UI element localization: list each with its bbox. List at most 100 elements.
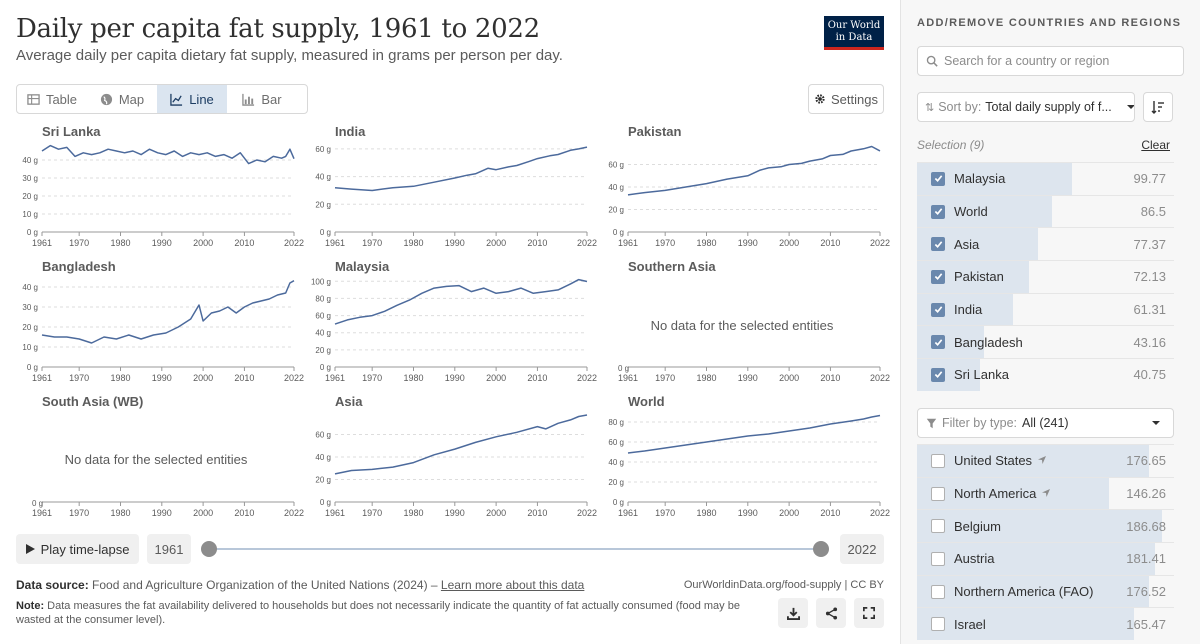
x-tick-label: 2010 xyxy=(820,508,840,518)
tab-bar[interactable]: Bar xyxy=(227,85,297,113)
download-button[interactable] xyxy=(778,598,808,628)
entity-row-pakistan[interactable]: Pakistan 72.13 xyxy=(917,260,1174,293)
checkbox[interactable] xyxy=(931,171,945,186)
tab-table[interactable]: Table xyxy=(17,85,87,113)
entity-row-world[interactable]: World 86.5 xyxy=(917,194,1174,228)
y-tick-label: 60 g xyxy=(315,145,331,154)
entity-name-text: Pakistan xyxy=(954,269,1004,285)
entity-row-belgium[interactable]: Belgium 186.68 xyxy=(917,509,1174,543)
panel-chart: 1961 1970 1980 1990 2000 2010 2022 0 g 10 g 20 g 3… xyxy=(22,144,304,248)
checkbox[interactable] xyxy=(931,617,945,632)
value-bar xyxy=(917,445,1149,477)
selector-heading: ADD/REMOVE COUNTRIES AND REGIONS xyxy=(917,17,1182,29)
share-button[interactable] xyxy=(816,598,846,628)
entity-row-austria[interactable]: Austria 181.41 xyxy=(917,542,1174,575)
x-tick-label: 1970 xyxy=(69,238,89,248)
series-line xyxy=(41,280,295,344)
entity-row-asia[interactable]: Asia 77.37 xyxy=(917,227,1174,261)
play-timelapse-button[interactable]: Play time-lapse xyxy=(16,534,139,564)
share-icon xyxy=(825,606,837,620)
entity-value: 40.75 xyxy=(1133,367,1166,383)
series-line xyxy=(41,144,295,165)
sort-by-select[interactable]: ⇅ Sort by: Total daily supply of f... xyxy=(917,92,1135,122)
entity-row-northern-america-fao[interactable]: Northern America (FAO) 176.52 xyxy=(917,574,1174,608)
checkbox[interactable] xyxy=(931,551,945,566)
chart-title: Daily per capita fat supply, 1961 to 202… xyxy=(16,14,540,44)
panel-south-asia-wb: 1961 1970 1980 1990 2000 2010 2022 0 g South Asi… xyxy=(16,394,304,522)
learn-more-link[interactable]: Learn more about this data xyxy=(440,578,585,592)
timeline-start-handle[interactable] xyxy=(201,541,217,557)
checkbox[interactable] xyxy=(931,453,945,468)
end-year[interactable]: 2022 xyxy=(840,534,884,564)
x-tick-label: 2010 xyxy=(820,373,840,383)
entity-row-bangladesh[interactable]: Bangladesh 43.16 xyxy=(917,325,1174,359)
timeline-end-handle[interactable] xyxy=(813,541,829,557)
timeline: Play time-lapse 1961 2022 xyxy=(16,534,884,564)
checkbox[interactable] xyxy=(931,335,945,350)
entity-value: 99.77 xyxy=(1133,171,1166,187)
start-year[interactable]: 1961 xyxy=(147,534,191,564)
tab-bar-label: Bar xyxy=(261,91,282,107)
owid-logo[interactable]: Our World in Data xyxy=(824,16,884,50)
checkbox[interactable] xyxy=(931,584,945,599)
entity-row-india[interactable]: India 61.31 xyxy=(917,292,1174,326)
y-tick-label: 10 g xyxy=(22,343,38,352)
entity-name-text: Sri Lanka xyxy=(954,367,1009,383)
checkbox[interactable] xyxy=(931,367,945,382)
x-tick-label: 2010 xyxy=(234,508,254,518)
entity-row-north-america[interactable]: North America 146.26 xyxy=(917,476,1174,510)
panel-bangladesh: 1961 1970 1980 1990 2000 2010 2022 0 g 10 g 20 g 3… xyxy=(16,259,304,387)
bar-chart-icon xyxy=(242,93,255,106)
settings-button[interactable]: Settings xyxy=(808,84,884,114)
tab-line[interactable]: Line xyxy=(157,85,227,113)
sort-direction-button[interactable] xyxy=(1143,92,1173,122)
value-bar xyxy=(917,359,981,391)
x-tick-label: 1970 xyxy=(362,238,382,248)
value-bar xyxy=(917,477,1109,510)
x-tick-label: 2000 xyxy=(779,373,799,383)
tab-map[interactable]: Map xyxy=(87,85,157,113)
checkbox[interactable] xyxy=(931,486,945,501)
x-tick-label: 2022 xyxy=(870,508,890,518)
checkbox[interactable] xyxy=(931,204,945,219)
entity-name: North America xyxy=(954,486,1051,501)
entity-row-israel[interactable]: Israel 165.47 xyxy=(917,607,1174,641)
value-bar xyxy=(917,510,1162,543)
panel-title: Asia xyxy=(335,394,363,409)
x-tick-label: 2022 xyxy=(284,508,304,518)
y-tick-label: 0 g xyxy=(613,498,624,507)
table-icon xyxy=(27,93,40,105)
checkbox[interactable] xyxy=(931,237,945,252)
fullscreen-button[interactable] xyxy=(854,598,884,628)
entity-row-malaysia[interactable]: Malaysia 99.77 xyxy=(917,162,1174,195)
x-tick-label: 1980 xyxy=(110,238,130,248)
y-tick-label: 0 g xyxy=(320,363,331,372)
value-bar xyxy=(917,608,1134,641)
source-text: Food and Agriculture Organization of the… xyxy=(92,578,441,592)
entity-row-sri-lanka[interactable]: Sri Lanka 40.75 xyxy=(917,358,1174,391)
filter-type-select[interactable]: Filter by type: All (241) xyxy=(917,408,1174,438)
entity-name: Northern America (FAO) xyxy=(954,584,1093,599)
x-tick-label: 1961 xyxy=(32,373,52,383)
y-tick-label: 20 g xyxy=(608,206,624,215)
x-tick-label: 1970 xyxy=(362,373,382,383)
panel-title: Sri Lanka xyxy=(42,124,101,139)
checkbox[interactable] xyxy=(931,519,945,534)
y-tick-label: 20 g xyxy=(608,478,624,487)
panel-chart: 1961 1970 1980 1990 2000 2010 2022 0 g 20 g 40 g 6… xyxy=(315,414,597,518)
entity-row-united-states[interactable]: United States 176.65 xyxy=(917,444,1174,477)
y-tick-label: 0 g xyxy=(613,228,624,237)
y-tick-label: 0 g xyxy=(320,498,331,507)
site-credit[interactable]: OurWorldinData.org/food-supply | CC BY xyxy=(683,579,884,591)
x-tick-label: 2022 xyxy=(577,238,597,248)
checkbox[interactable] xyxy=(931,269,945,284)
x-tick-label: 1980 xyxy=(696,373,716,383)
panel-world: 1961 1970 1980 1990 2000 2010 2022 0 g 20 g 40 g 6… xyxy=(602,394,890,522)
entity-value: 146.26 xyxy=(1126,486,1166,502)
checkbox[interactable] xyxy=(931,302,945,317)
clear-selection-button[interactable]: Clear xyxy=(1141,138,1170,152)
note-text: Data measures the fat availability deliv… xyxy=(16,600,740,626)
chevron-down-icon xyxy=(1152,421,1160,425)
search-input[interactable]: Search for a country or region xyxy=(917,46,1184,76)
timeline-track[interactable] xyxy=(209,548,821,550)
